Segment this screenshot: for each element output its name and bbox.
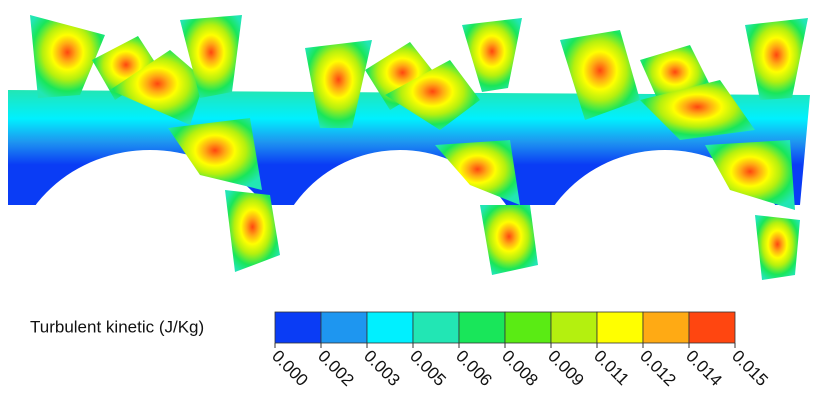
colorbar-segment <box>642 311 690 344</box>
colorbar-tick-label: 0.008 <box>498 346 542 390</box>
colorbar-label: Turbulent kinetic (J/Kg) <box>30 317 204 336</box>
colorbar-segment <box>320 311 368 344</box>
colorbar-segment <box>412 311 460 344</box>
colorbar-segment <box>366 311 414 344</box>
colorbar-segment <box>550 311 598 344</box>
colorbar-segment <box>504 311 552 344</box>
colorbar-segment <box>458 311 506 344</box>
contour-field <box>0 15 835 410</box>
colorbar-segment <box>596 311 644 344</box>
colorbar-segment <box>688 311 736 344</box>
colorbar-segment <box>274 311 322 344</box>
